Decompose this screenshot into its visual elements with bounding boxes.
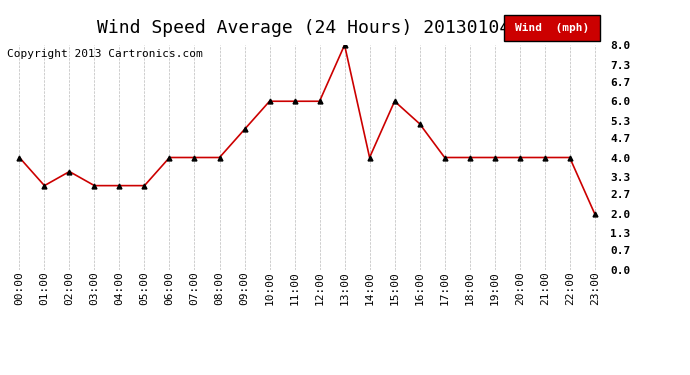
Text: Wind  (mph): Wind (mph): [515, 23, 589, 33]
Text: Wind Speed Average (24 Hours) 20130104: Wind Speed Average (24 Hours) 20130104: [97, 19, 510, 37]
Text: Copyright 2013 Cartronics.com: Copyright 2013 Cartronics.com: [7, 49, 203, 59]
